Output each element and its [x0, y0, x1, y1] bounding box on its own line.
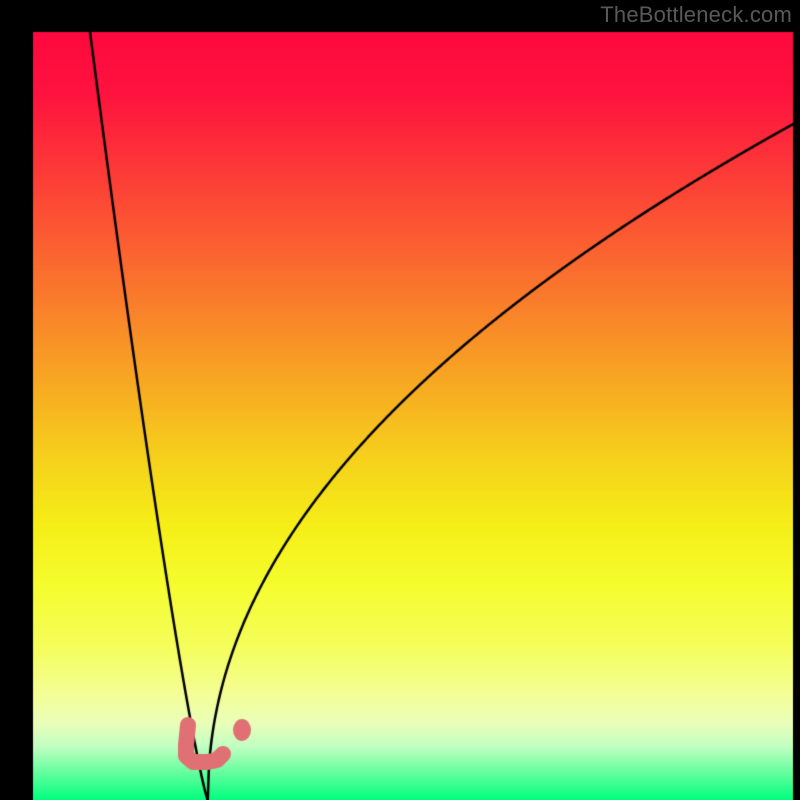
watermark-text: TheBottleneck.com [600, 2, 792, 28]
chart-stage: TheBottleneck.com [0, 0, 800, 800]
bottleneck-chart-canvas [0, 0, 800, 800]
